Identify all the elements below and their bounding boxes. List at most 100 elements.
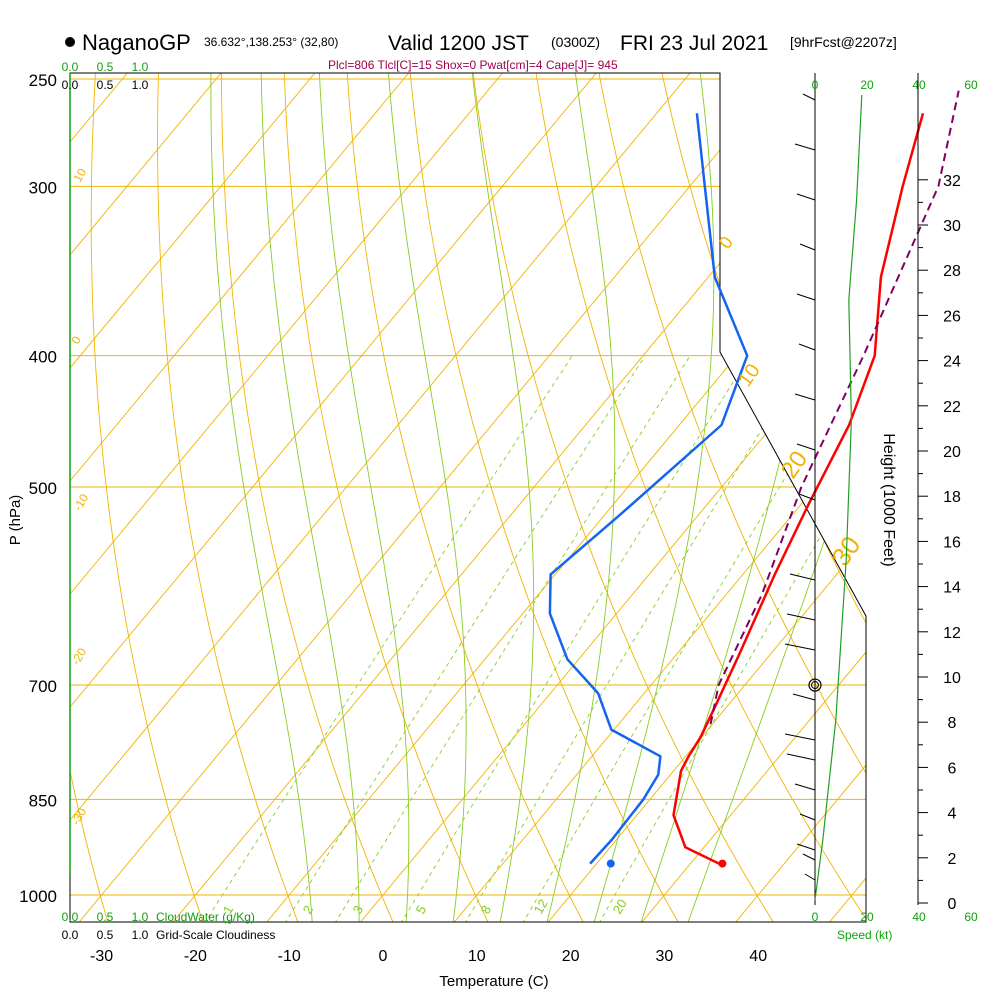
- wind-barb: [798, 493, 816, 501]
- dry-adiabat-line: [470, 73, 775, 922]
- cloudiness-tick-label: 0.0: [62, 78, 79, 92]
- mixing-ratio-label: 8: [478, 903, 495, 917]
- wind-barb: [799, 243, 816, 251]
- wind-barb: [789, 573, 816, 581]
- pressure-tick-label: 700: [29, 677, 57, 696]
- isotherm-line: [922, 55, 1000, 924]
- temperature-tick-label: -30: [90, 948, 113, 965]
- height-tick-label: 22: [943, 399, 961, 416]
- temperature-tick-label: 40: [749, 948, 767, 965]
- speed-tick-label: 60: [964, 910, 978, 924]
- temperature-tick-label: 20: [562, 948, 580, 965]
- wind-barb: [796, 443, 816, 451]
- isotherm-line: [171, 73, 866, 922]
- dry-adiabat-line: [595, 73, 866, 922]
- dry-adiabat-line: [157, 73, 300, 922]
- mixing-ratio-line: [203, 355, 573, 922]
- pressure-tick-label: 300: [29, 178, 57, 197]
- speed-tick-label: 40: [912, 78, 926, 92]
- mixing-ratio-label: 12: [531, 896, 551, 916]
- isotherm-line: [827, 73, 866, 922]
- dewpoint-line: [548, 113, 749, 865]
- wind-barb: [794, 783, 816, 791]
- mixing-ratio-label: 20: [610, 896, 630, 916]
- dry-adiabat-line: [532, 73, 866, 922]
- valid-time: Valid 1200 JST: [388, 32, 529, 55]
- profiles: [548, 90, 960, 868]
- moist-adiabat-line: [687, 73, 866, 922]
- dry-adiabat-label: -20: [68, 645, 89, 667]
- pressure-tick-label: 250: [29, 71, 57, 90]
- height-tick-label: 20: [943, 444, 961, 461]
- dry-adiabat-line: [90, 73, 204, 922]
- moist-adiabat-line: [593, 73, 715, 922]
- temperature-tick-label: 0: [379, 948, 388, 965]
- height-tick-label: 28: [943, 263, 961, 280]
- isotherm-line: [70, 73, 518, 922]
- pressure-tick-label: 850: [29, 791, 57, 810]
- dry-adiabat-line: [345, 73, 585, 922]
- height-axis-label: Height (1000 Feet): [880, 433, 897, 566]
- mixing-ratio-line: [400, 355, 750, 922]
- cloudwater-tick-label: 1.0: [132, 910, 149, 924]
- cloudwater-tick-label: 0.5: [97, 910, 114, 924]
- valid-date: FRI 23 Jul 2021: [620, 32, 768, 55]
- wind-barb: [786, 753, 816, 761]
- speed-tick-label: 0: [812, 78, 819, 92]
- wind-barb: [799, 813, 816, 821]
- moist-adiabat-line: [469, 73, 535, 922]
- station-coords: 36.632°,138.253° (32,80): [204, 35, 338, 49]
- height-tick-label: 12: [943, 625, 961, 642]
- cloudwater-tick-label: 0.0: [62, 60, 79, 74]
- cloudwater-tick-label: 1.0: [132, 60, 149, 74]
- forecast-label: [9hrFcst@2207z]: [790, 34, 897, 50]
- dry-adiabat-label: -30: [68, 805, 89, 827]
- plot-grid: [0, 55, 1000, 924]
- moist-adiabat-line: [546, 73, 616, 922]
- cloudwater-tick-label: 0.0: [62, 910, 79, 924]
- cloudwater-tick-label: 0.5: [97, 60, 114, 74]
- temperature-line: [672, 112, 925, 866]
- indices-line: Plcl=806 Tlcl[C]=15 Shox=0 Pwat[cm]=4 Ca…: [328, 58, 618, 72]
- wind-barb: [784, 643, 816, 651]
- wind-barb: [802, 853, 816, 861]
- y-axis-label: P (hPa): [7, 495, 24, 546]
- cloudiness-tick-label: 0.0: [62, 928, 79, 942]
- mixing-ratio-label: 5: [413, 903, 430, 917]
- isotherm-line: [358, 73, 866, 922]
- cloudiness-label: Grid-Scale Cloudiness: [156, 928, 275, 942]
- speed-tick-label: 20: [860, 78, 874, 92]
- pressure-tick-label: 400: [29, 348, 57, 367]
- moist-adiabat-line: [640, 73, 838, 922]
- temperature-tick-label: 10: [468, 948, 486, 965]
- wind-barb: [798, 343, 816, 351]
- moist-adiabat-label: 20: [776, 446, 813, 483]
- isotherm-line: [70, 73, 612, 922]
- wind-barb: [796, 193, 816, 201]
- mixing-ratio-line: [522, 355, 860, 922]
- dry-adiabat-line: [0, 55, 13, 924]
- dry-adiabat-line: [970, 55, 1000, 924]
- calm-wind-circle-inner: [811, 681, 819, 690]
- height-tick-label: 6: [948, 760, 957, 777]
- dry-adiabat-line: [408, 73, 680, 922]
- moist-adiabat-line: [210, 73, 313, 922]
- mixing-ratio-line: [334, 355, 691, 922]
- parcel-line: [709, 90, 960, 725]
- wind-barb: [786, 613, 816, 621]
- speed-tick-label: 60: [964, 78, 978, 92]
- isotherm-line: [70, 73, 143, 922]
- wind-barb: [792, 693, 816, 701]
- wind-barb: [796, 843, 816, 851]
- temperature-tick-label: -20: [184, 948, 207, 965]
- dry-adiabat-line: [220, 73, 395, 922]
- isotherm-line: [640, 73, 866, 922]
- mixing-ratio-line: [598, 355, 866, 922]
- height-tick-label: 18: [943, 489, 961, 506]
- wind-speed-line: [814, 94, 863, 901]
- speed-tick-label: 40: [912, 910, 926, 924]
- x-axis-label: Temperature (C): [439, 973, 548, 990]
- mixing-ratio-label: 3: [350, 903, 367, 917]
